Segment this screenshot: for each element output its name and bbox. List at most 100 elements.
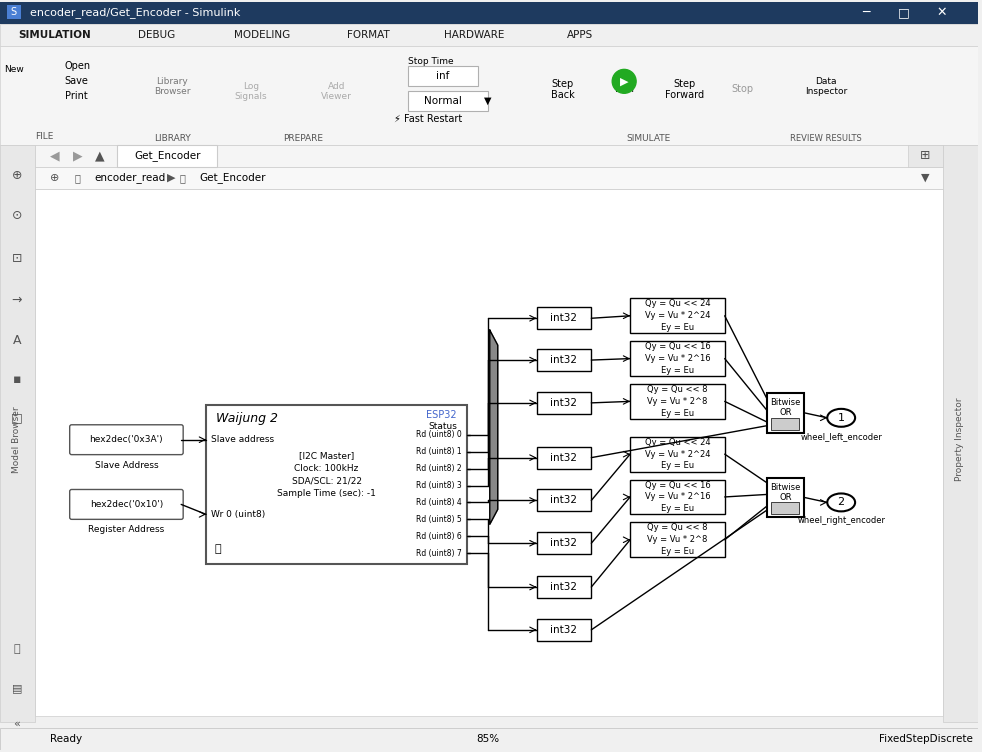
- Text: Open: Open: [65, 62, 90, 71]
- Bar: [34, 167, 943, 189]
- Text: 1: 1: [838, 413, 845, 423]
- Bar: [536, 532, 591, 554]
- Bar: [536, 576, 591, 598]
- Text: ▪: ▪: [13, 374, 22, 387]
- Text: ▼: ▼: [920, 173, 929, 183]
- Text: Log
Signals: Log Signals: [235, 82, 267, 101]
- Bar: [772, 502, 799, 514]
- Text: Model Browser: Model Browser: [13, 406, 22, 473]
- Ellipse shape: [827, 493, 855, 511]
- Text: Add
Viewer: Add Viewer: [321, 82, 352, 101]
- Text: wheel_left_encoder: wheel_left_encoder: [800, 432, 882, 441]
- Text: Run: Run: [615, 84, 633, 94]
- Text: encoder_read/Get_Encoder - Simulink: encoder_read/Get_Encoder - Simulink: [29, 8, 241, 18]
- Text: PREPARE: PREPARE: [284, 134, 324, 143]
- Text: Save: Save: [65, 77, 88, 86]
- FancyBboxPatch shape: [70, 425, 184, 455]
- Text: ⚡ Fast Restart: ⚡ Fast Restart: [394, 114, 463, 124]
- Text: ▤: ▤: [12, 684, 23, 693]
- Text: int32: int32: [551, 496, 577, 505]
- Bar: [630, 341, 725, 376]
- Text: int32: int32: [551, 538, 577, 548]
- Text: Qy = Qu << 8
Vy = Vu * 2^8
Ey = Eu: Qy = Qu << 8 Vy = Vu * 2^8 Ey = Eu: [647, 523, 708, 556]
- Text: Waijung 2: Waijung 2: [216, 412, 278, 426]
- Text: ◀: ◀: [50, 150, 60, 162]
- Text: Rd (uint8) 2: Rd (uint8) 2: [416, 464, 462, 473]
- Text: Slave address: Slave address: [211, 435, 274, 444]
- Text: FixedStepDiscrete: FixedStepDiscrete: [879, 735, 973, 744]
- Text: Qy = Qu << 24
Vy = Vu * 2^24
Ey = Eu: Qy = Qu << 24 Vy = Vu * 2^24 Ey = Eu: [644, 438, 710, 471]
- Text: →: →: [12, 294, 23, 307]
- Ellipse shape: [827, 409, 855, 427]
- Text: 📷: 📷: [14, 644, 21, 653]
- Text: Print: Print: [65, 91, 87, 102]
- Text: ─: ─: [862, 6, 870, 19]
- Text: 📄: 📄: [180, 173, 186, 183]
- Bar: [767, 393, 804, 432]
- Text: SIMULATE: SIMULATE: [626, 134, 670, 143]
- Bar: [767, 478, 804, 517]
- Bar: [536, 490, 591, 511]
- Polygon shape: [490, 330, 498, 524]
- Text: inf: inf: [436, 71, 450, 81]
- Bar: [536, 392, 591, 414]
- Text: int32: int32: [551, 314, 577, 323]
- Circle shape: [612, 69, 636, 93]
- Text: Property Inspector: Property Inspector: [955, 398, 964, 481]
- Bar: [0, 46, 977, 145]
- Text: ▶: ▶: [73, 150, 82, 162]
- Text: Data
Inspector: Data Inspector: [805, 77, 847, 96]
- Text: wheel_right_encoder: wheel_right_encoder: [797, 517, 885, 526]
- Text: Qy = Qu << 16
Vy = Vu * 2^16
Ey = Eu: Qy = Qu << 16 Vy = Vu * 2^16 Ey = Eu: [644, 342, 710, 375]
- Text: SIMULATION: SIMULATION: [19, 29, 91, 40]
- Bar: [908, 145, 943, 167]
- Text: A: A: [13, 334, 22, 347]
- Text: Rd (uint8) 6: Rd (uint8) 6: [416, 532, 462, 541]
- Text: Ready: Ready: [50, 735, 82, 744]
- Bar: [147, 59, 197, 114]
- Text: int32: int32: [551, 453, 577, 462]
- Text: Rd (uint8) 7: Rd (uint8) 7: [416, 549, 462, 558]
- Text: 🔧: 🔧: [214, 544, 221, 554]
- Text: Rd (uint8) 5: Rd (uint8) 5: [416, 515, 462, 524]
- Bar: [0, 729, 977, 750]
- Text: Rd (uint8) 3: Rd (uint8) 3: [416, 481, 462, 490]
- Text: Normal: Normal: [424, 96, 462, 106]
- Text: Bitwise: Bitwise: [770, 399, 800, 408]
- Text: LIBRARY: LIBRARY: [154, 134, 191, 143]
- Text: Status: Status: [428, 423, 457, 431]
- Text: int32: int32: [551, 355, 577, 365]
- Text: int32: int32: [551, 582, 577, 592]
- Text: hex2dec('0x10'): hex2dec('0x10'): [89, 500, 163, 509]
- Text: Step
Back: Step Back: [551, 78, 574, 100]
- Text: Register Address: Register Address: [88, 526, 165, 535]
- Bar: [8, 56, 35, 82]
- Text: int32: int32: [551, 398, 577, 408]
- Text: ▲: ▲: [94, 150, 104, 162]
- Text: Get_Encoder: Get_Encoder: [134, 150, 200, 162]
- Text: «: «: [14, 718, 21, 729]
- Text: int32: int32: [551, 625, 577, 635]
- Text: ✕: ✕: [937, 6, 947, 19]
- Text: encoder_read: encoder_read: [94, 172, 166, 183]
- Text: [I2C Master]
Clock: 100kHz
SDA/SCL: 21/22
Sample Time (sec): -1: [I2C Master] Clock: 100kHz SDA/SCL: 21/2…: [277, 451, 376, 498]
- FancyBboxPatch shape: [70, 490, 184, 520]
- Text: ▶: ▶: [620, 77, 628, 86]
- Text: S: S: [11, 7, 17, 17]
- Text: APPS: APPS: [568, 29, 593, 40]
- Text: New: New: [4, 65, 24, 74]
- Text: OR: OR: [779, 408, 791, 417]
- Bar: [536, 447, 591, 468]
- Bar: [409, 66, 478, 86]
- Bar: [5, 51, 40, 111]
- Text: □: □: [898, 6, 909, 19]
- Bar: [34, 189, 943, 717]
- Text: Qy = Qu << 8
Vy = Vu * 2^8
Ey = Eu: Qy = Qu << 8 Vy = Vu * 2^8 Ey = Eu: [647, 385, 708, 417]
- Bar: [630, 523, 725, 557]
- Text: ⊕: ⊕: [50, 173, 60, 183]
- Bar: [7, 5, 21, 19]
- Bar: [34, 145, 943, 167]
- Bar: [0, 2, 977, 23]
- Text: ▼: ▼: [484, 96, 492, 106]
- Text: Step
Forward: Step Forward: [666, 78, 704, 100]
